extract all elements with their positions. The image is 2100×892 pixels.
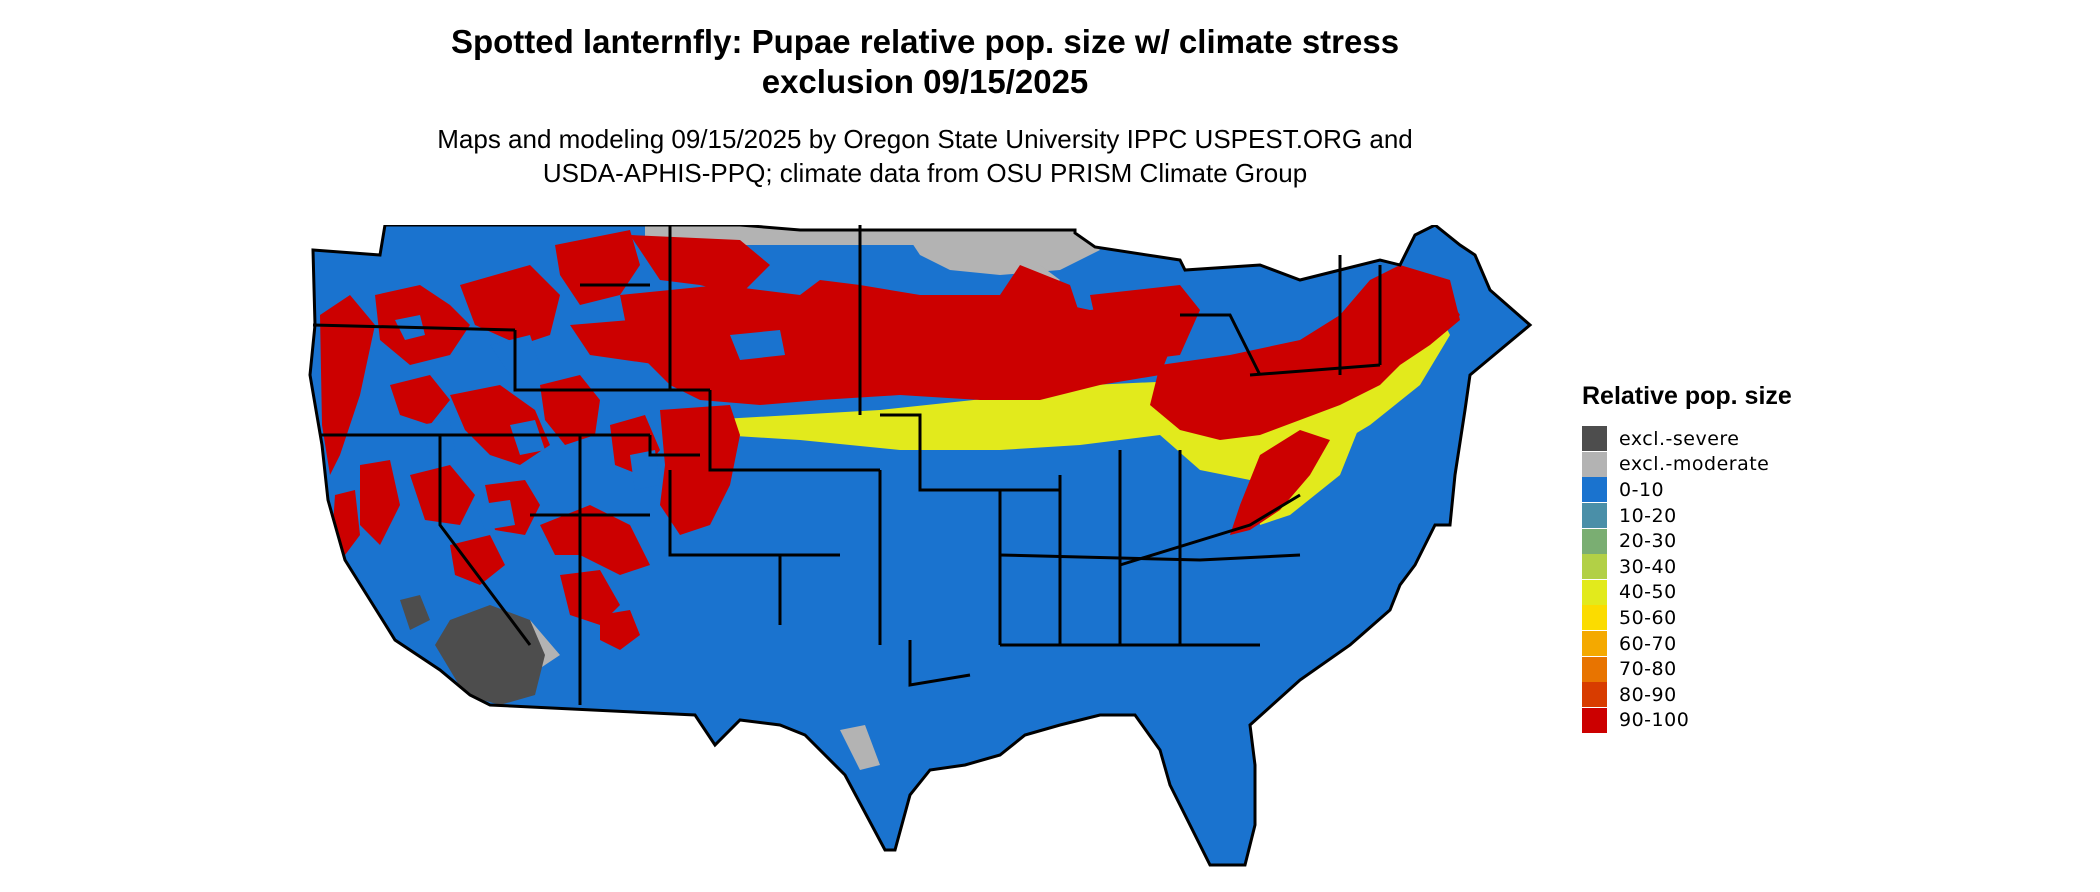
map-title: Spotted lanternfly: Pupae relative pop. … <box>330 22 1520 102</box>
legend-swatch <box>1582 554 1607 580</box>
legend-item: 20-30 <box>1582 528 1982 554</box>
low-suitability-patches <box>395 315 785 530</box>
legend-item: 0-10 <box>1582 477 1982 503</box>
legend-label: 40-50 <box>1619 581 1677 604</box>
legend-label: 70-80 <box>1619 658 1677 681</box>
legend-swatch <box>1582 682 1607 708</box>
legend-swatch <box>1582 707 1607 733</box>
legend-label: excl.-severe <box>1619 427 1740 450</box>
legend-swatch <box>1582 451 1607 477</box>
legend-label: 0-10 <box>1619 478 1665 501</box>
legend-label: 50-60 <box>1619 606 1677 629</box>
legend-label: 20-30 <box>1619 530 1677 553</box>
legend-label: 60-70 <box>1619 632 1677 655</box>
us-map <box>300 225 1550 885</box>
map-subtitle-line-1: Maps and modeling 09/15/2025 by Oregon S… <box>437 124 1413 154</box>
legend-swatch <box>1582 528 1607 554</box>
legend-label: 80-90 <box>1619 683 1677 706</box>
legend-item: 50-60 <box>1582 605 1982 631</box>
legend-label: excl.-moderate <box>1619 453 1770 476</box>
legend-item: excl.-moderate <box>1582 451 1982 478</box>
legend-swatch <box>1582 503 1607 529</box>
legend-label: 10-20 <box>1619 504 1677 527</box>
legend-item: 90-100 <box>1582 707 1982 734</box>
map-legend: Relative pop. size excl.-severe excl.-mod… <box>1582 380 1982 733</box>
legend-item: 40-50 <box>1582 579 1982 606</box>
state-borders <box>308 225 1532 867</box>
legend-swatch <box>1582 631 1607 657</box>
map-subtitle: Maps and modeling 09/15/2025 by Oregon S… <box>330 122 1520 190</box>
legend-item: 10-20 <box>1582 503 1982 529</box>
map-title-line-2: exclusion 09/15/2025 <box>761 63 1089 100</box>
legend-item: excl.-severe <box>1582 426 1982 452</box>
legend-label: 30-40 <box>1619 555 1677 578</box>
legend-item: 30-40 <box>1582 554 1982 580</box>
legend-swatch <box>1582 656 1607 682</box>
legend-item: 80-90 <box>1582 682 1982 708</box>
legend-item: 60-70 <box>1582 631 1982 657</box>
legend-label: 90-100 <box>1619 709 1690 732</box>
map-subtitle-line-2: USDA-APHIS-PPQ; climate data from OSU PR… <box>542 158 1308 188</box>
legend-item: 70-80 <box>1582 656 1982 682</box>
legend-title: Relative pop. size <box>1582 382 1792 410</box>
legend-swatch <box>1582 426 1607 452</box>
legend-swatch <box>1582 477 1607 503</box>
legend-items: excl.-severe excl.-moderate 0-10 10-20 20-30… <box>1582 426 1982 733</box>
legend-swatch <box>1582 605 1607 631</box>
legend-swatch <box>1582 579 1607 605</box>
map-title-line-1: Spotted lanternfly: Pupae relative pop. … <box>450 23 1400 60</box>
